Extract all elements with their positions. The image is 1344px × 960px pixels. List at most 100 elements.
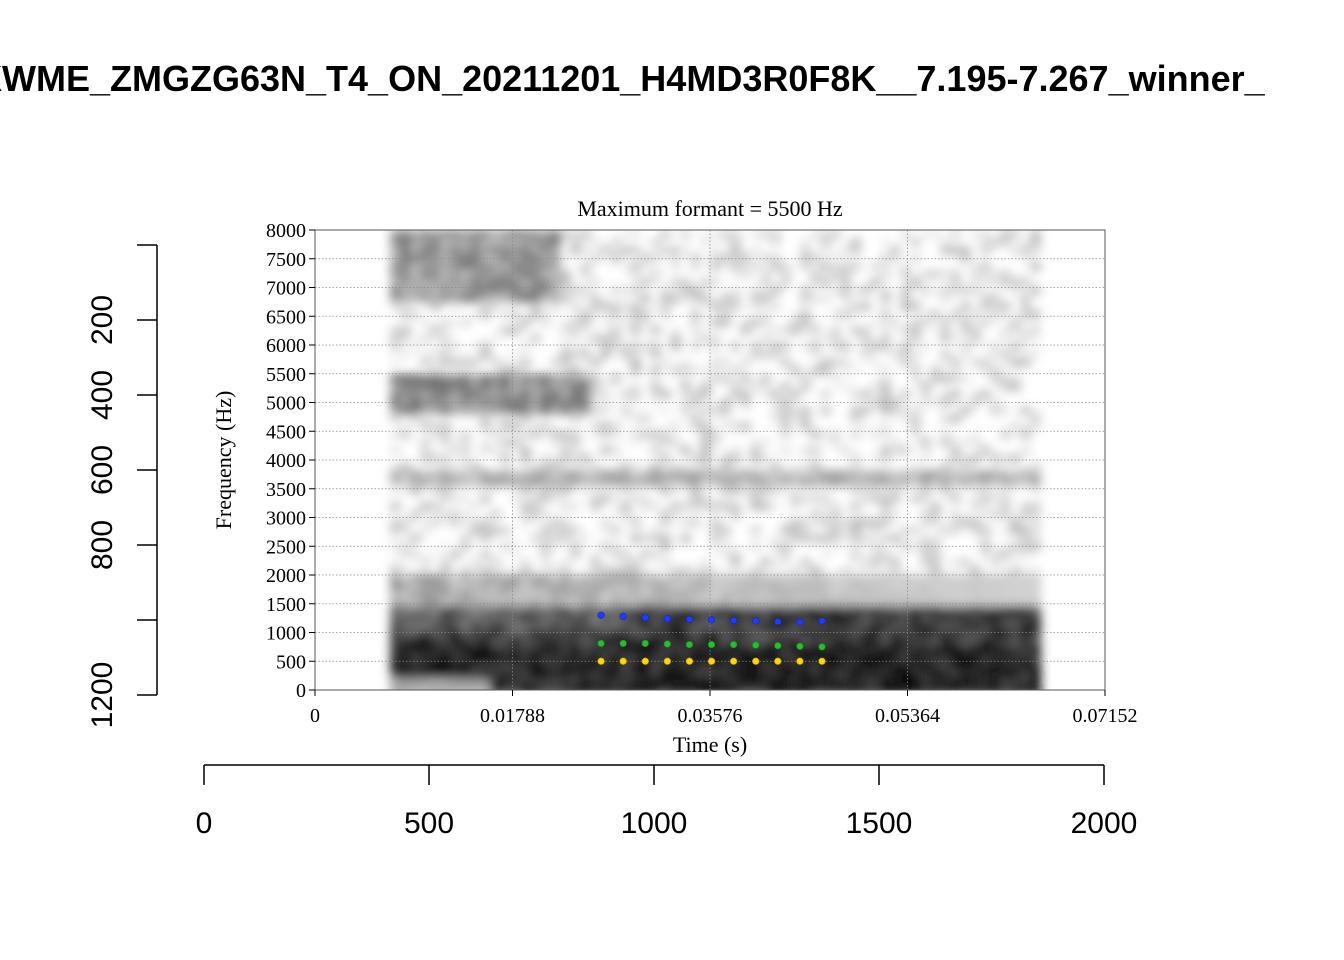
spectrogram-cell: [550, 294, 562, 303]
spectrogram-cell: [430, 246, 442, 255]
spectrogram-cell: [580, 478, 592, 487]
spectrogram-cell: [600, 670, 612, 679]
spectrogram-cell: [610, 462, 622, 471]
spectrogram-cell: [970, 358, 982, 367]
spectrogram-cell: [890, 494, 902, 503]
time-axis: 0 0.01788 0.03576 0.05364 0.07152: [310, 690, 1138, 727]
spectrogram-cell: [990, 462, 1002, 471]
spectrogram-cell: [910, 302, 922, 311]
spectrogram-cell: [930, 622, 942, 631]
spectrogram-cell: [430, 502, 442, 511]
spectrogram-cell: [880, 678, 892, 687]
spectrogram-cell: [420, 254, 432, 263]
spectrogram-cell: [860, 334, 872, 343]
spectrogram-cell: [750, 606, 762, 615]
spectrogram-cell: [890, 670, 902, 679]
spectrogram-cell: [540, 670, 552, 679]
spectrogram-cell: [450, 646, 462, 655]
spectrogram-cell: [840, 630, 852, 639]
spectrogram-cell: [870, 358, 882, 367]
spectrogram-cell: [920, 662, 932, 671]
spectrogram-cell: [600, 686, 612, 690]
spectrogram-cell: [860, 614, 872, 623]
spectrogram-cell: [610, 254, 622, 263]
spectrogram-cell: [560, 574, 572, 583]
spectrogram-cell: [460, 662, 472, 671]
spectrogram-cell: [600, 390, 612, 399]
spectrogram-cell: [600, 342, 612, 351]
spectrogram-cell: [510, 614, 522, 623]
spectrogram-cell: [740, 686, 752, 690]
spectrogram-cell: [540, 454, 552, 463]
spectrogram-cell: [900, 230, 912, 239]
spectrogram-cell: [790, 494, 802, 503]
spectrogram-cell: [890, 510, 902, 519]
spectrogram-cell: [940, 638, 952, 647]
spectrogram-cell: [970, 286, 982, 295]
spectrogram-cell: [450, 294, 462, 303]
spectrogram-cell: [690, 678, 702, 687]
spectrogram-cell: [860, 486, 872, 495]
spectrogram-cell: [720, 550, 732, 559]
spectrogram-cell: [700, 406, 712, 415]
spectrogram-cell: [390, 478, 402, 487]
spectrogram-cell: [620, 470, 632, 479]
spectrogram-cell: [400, 278, 412, 287]
spectrogram-cell: [510, 286, 522, 295]
spectrogram-cell: [420, 406, 432, 415]
spectrogram-cell: [850, 486, 862, 495]
spectrogram-cell: [550, 566, 562, 575]
spectrogram-cell: [550, 478, 562, 487]
spectrogram-cell: [730, 590, 742, 599]
spectrogram-cell: [590, 430, 602, 439]
spectrogram-cell: [770, 462, 782, 471]
spectrogram-cell: [670, 638, 682, 647]
spectrogram-cell: [700, 494, 712, 503]
spectrogram-cell: [500, 246, 512, 255]
spectrogram-cell: [510, 494, 522, 503]
spectrogram-cell: [660, 230, 672, 239]
spectrogram-cell: [400, 270, 412, 279]
spectrogram-cell: [940, 478, 952, 487]
spectrogram-cell: [450, 590, 462, 599]
spectrogram-cell: [400, 662, 412, 671]
spectrogram-cell: [390, 414, 402, 423]
spectrogram-cell: [480, 590, 492, 599]
spectrogram-cell: [880, 382, 892, 391]
spectrogram-cell: [730, 246, 742, 255]
spectrogram-cell: [920, 390, 932, 399]
spectrogram-cell: [410, 662, 422, 671]
spectrogram-cell: [560, 366, 572, 375]
spectrogram-cell: [900, 390, 912, 399]
spectrogram-cell: [540, 254, 552, 263]
spectrogram-cell: [410, 342, 422, 351]
spectrogram-cell: [920, 614, 932, 623]
spectrogram-cell: [1000, 334, 1012, 343]
spectrogram-cell: [540, 478, 552, 487]
spectrogram-cell: [510, 374, 522, 383]
spectrogram-cell: [960, 350, 972, 359]
spectrogram-cell: [980, 470, 992, 479]
spectrogram-cell: [460, 438, 472, 447]
spectrogram-cell: [590, 334, 602, 343]
spectrogram-cell: [550, 646, 562, 655]
spectrogram-cell: [550, 254, 562, 263]
spectrogram-cell: [760, 470, 772, 479]
spectrogram-cell: [700, 446, 712, 455]
spectrogram-cell: [450, 318, 462, 327]
spectrogram-cell: [560, 654, 572, 663]
spectrogram-cell: [650, 550, 662, 559]
spectrogram-cell: [400, 286, 412, 295]
spectrogram-cell: [460, 606, 472, 615]
spectrogram-cell: [520, 406, 532, 415]
spectrogram-cell: [930, 326, 942, 335]
spectrogram-cell: [620, 486, 632, 495]
spectrogram-cell: [800, 622, 812, 631]
spectrogram-cell: [790, 638, 802, 647]
spectrogram-cell: [710, 686, 722, 690]
spectrogram-cell: [460, 630, 472, 639]
spectrogram-cell: [780, 598, 792, 607]
spectrogram-cell: [970, 390, 982, 399]
spectrogram-cell: [630, 462, 642, 471]
spectrogram-cell: [690, 638, 702, 647]
